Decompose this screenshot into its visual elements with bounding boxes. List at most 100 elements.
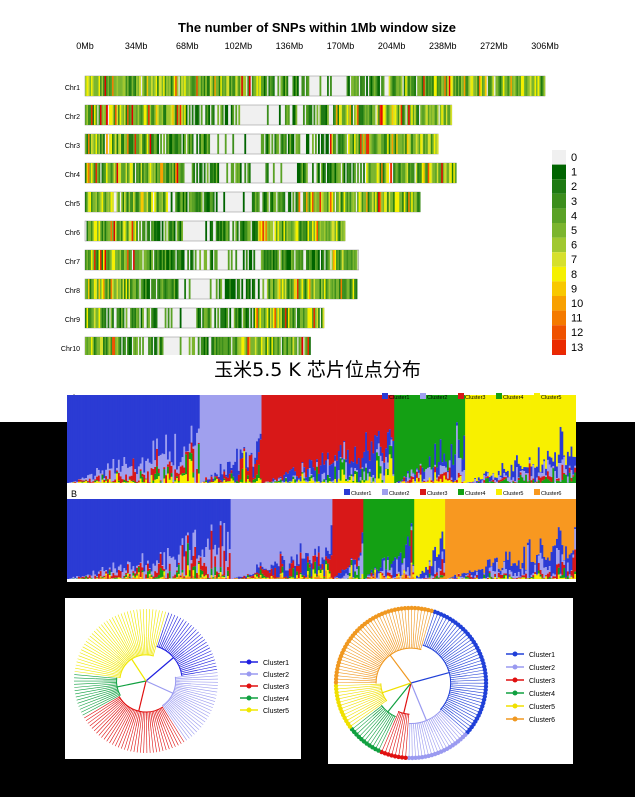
legend-swatch [496, 393, 502, 399]
legend-label: 8 [571, 269, 577, 281]
legend-label: Cluster4 [263, 696, 289, 703]
structure-panel-a: ACluster1Cluster2Cluster3Cluster4Cluster… [67, 391, 577, 488]
chromosome-label: Chr9 [65, 317, 80, 324]
legend-label: Cluster3 [263, 684, 289, 691]
legend-label: 12 [571, 327, 583, 339]
chromosome-label: Chr2 [65, 114, 80, 121]
chromosome-bar [84, 162, 457, 184]
legend-swatch [552, 266, 566, 282]
legend-label: Cluster5 [529, 704, 555, 711]
snp-density-panel: The number of SNPs within 1Mb window siz… [0, 0, 635, 422]
legend-swatch [420, 393, 426, 399]
x-tick-label: 34Mb [125, 41, 148, 51]
structure-panel-b: B Cluster1 Cluster2 Cluster3 Cluster4 Cluster… [67, 487, 577, 582]
legend-swatch [552, 150, 566, 165]
legend-marker [246, 671, 252, 677]
chromosome-label: Chr8 [65, 288, 80, 295]
legend-swatch [420, 489, 426, 495]
structure-plot-a: ACluster1Cluster2Cluster3Cluster4Cluster… [67, 393, 577, 483]
chromosome-label: Chr6 [65, 230, 80, 237]
chromosome-bar [84, 307, 325, 329]
legend-label: Cluster3 [529, 678, 555, 685]
legend-label: Cluster4 [503, 395, 523, 401]
legend-swatch [496, 489, 502, 495]
legend-marker [246, 683, 252, 689]
legend-marker [512, 703, 518, 709]
tree-branches [73, 608, 218, 753]
chromosome-bar [84, 104, 453, 126]
chromosome-label: Chr5 [65, 201, 80, 208]
legend-label: Cluster1 [263, 660, 289, 667]
legend-marker [512, 664, 518, 670]
legend-marker [246, 695, 252, 701]
legend-swatch [552, 223, 566, 238]
legend-swatch [552, 252, 566, 267]
legend-swatch [552, 296, 566, 311]
chromosome-bar [84, 133, 439, 155]
legend-label: 9 [571, 283, 577, 295]
legend-label: 11 [571, 313, 582, 325]
legend-swatch [458, 393, 464, 399]
legend-label: 5 [571, 225, 577, 237]
chromosome-label: Chr4 [65, 172, 80, 179]
legend-label: Cluster5 [263, 708, 289, 715]
legend-swatch [552, 179, 566, 194]
x-tick-label: 68Mb [176, 41, 199, 51]
legend-label: 6 [571, 240, 577, 252]
tree-panel-left: Cluster1 Cluster2 Cluster3 Cluster4 Cluster5 [65, 598, 301, 759]
chart-title: The number of SNPs within 1Mb window siz… [178, 20, 456, 35]
x-tick-label: 136Mb [276, 41, 304, 51]
legend-swatch [382, 393, 388, 399]
chromosome-bar [84, 75, 546, 97]
legend-swatch [552, 208, 566, 223]
chromosome-label: Chr10 [61, 346, 80, 353]
legend-swatch [552, 164, 566, 180]
x-tick-label: 272Mb [480, 41, 508, 51]
legend-label: 10 [571, 298, 583, 310]
x-tick-label: 102Mb [225, 41, 253, 51]
chromosome-bar [84, 249, 359, 271]
legend-label: Cluster2 [263, 672, 289, 679]
admixture-bars [67, 499, 577, 579]
legend-label: Cluster2 [427, 395, 447, 401]
legend-swatch [534, 489, 540, 495]
legend-marker [246, 659, 252, 665]
legend-label: Cluster2 [389, 491, 409, 497]
circular-tree-right: Cluster1 Cluster2 Cluster3 Cluster4 Cluster5… [333, 605, 555, 761]
legend-label: 1 [571, 167, 577, 179]
legend-label: Cluster6 [529, 717, 555, 724]
legend-label: 0 [571, 152, 577, 164]
legend-label: 4 [571, 210, 577, 222]
legend-label: Cluster5 [541, 395, 561, 401]
legend-label: Cluster1 [389, 395, 409, 401]
tree-panel-right: Cluster1 Cluster2 Cluster3 Cluster4 Cluster5… [328, 598, 573, 764]
snp-density-heatmap: The number of SNPs within 1Mb window siz… [61, 20, 583, 369]
legend-label: Cluster1 [351, 491, 371, 497]
chromosome-bar [84, 220, 346, 242]
x-tick-label: 238Mb [429, 41, 457, 51]
legend-label: 3 [571, 196, 577, 208]
legend-label: Cluster3 [465, 395, 485, 401]
legend-label: Cluster3 [427, 491, 447, 497]
legend-swatch [552, 281, 566, 296]
legend-marker [512, 651, 518, 657]
chromosome-label: Chr1 [65, 85, 80, 92]
legend-swatch [382, 489, 388, 495]
legend-label: Cluster4 [529, 691, 555, 698]
legend-swatch [552, 193, 566, 209]
legend-label: Cluster4 [465, 491, 485, 497]
circular-tree-left: Cluster1 Cluster2 Cluster3 Cluster4 Cluster5 [73, 608, 289, 753]
legend-label: 7 [571, 254, 577, 266]
legend-label: Cluster1 [529, 652, 555, 659]
chromosome-label: Chr7 [65, 259, 80, 266]
legend-swatch [552, 237, 566, 253]
legend-label: Cluster6 [541, 491, 561, 497]
legend-swatch [458, 489, 464, 495]
chromosome-bar [84, 278, 358, 300]
legend-label: 2 [571, 181, 577, 193]
legend-swatch [344, 489, 350, 495]
legend-swatch [534, 393, 540, 399]
legend-marker [512, 677, 518, 683]
admixture-bars [67, 395, 577, 483]
chromosome-bar [84, 336, 311, 358]
